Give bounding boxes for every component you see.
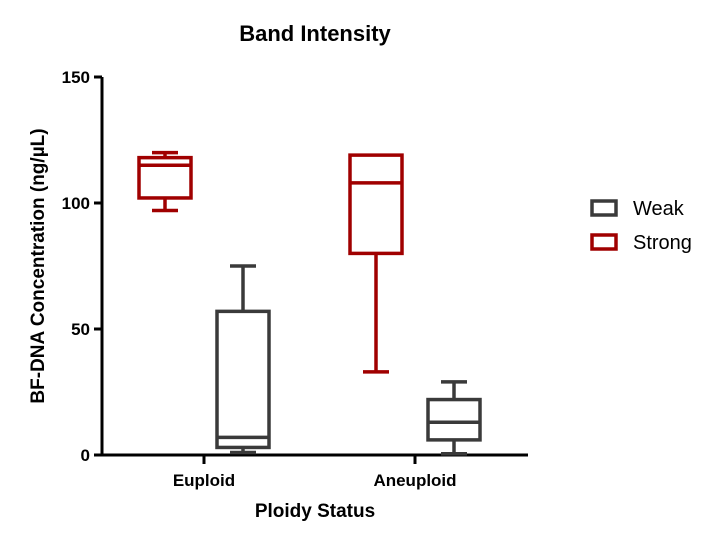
y-axis-title: BF-DNA Concentration (ng/µL) <box>28 128 49 403</box>
legend-label: Weak <box>633 198 685 220</box>
legend: Weak Strong <box>590 198 692 254</box>
x-axis-ticks: Euploid Aneuploid <box>173 455 457 490</box>
y-tick-label: 0 <box>81 446 90 465</box>
box-iqr <box>215 309 271 450</box>
y-tick-label: 50 <box>71 320 90 339</box>
legend-item-weak: Weak <box>590 198 685 220</box>
box-iqr <box>137 155 193 200</box>
legend-swatch <box>590 199 618 217</box>
legend-swatch <box>590 233 618 251</box>
strong-box-aneuploid <box>348 153 404 374</box>
x-tick-label: Aneuploid <box>373 471 456 490</box>
legend-label: Strong <box>633 232 692 254</box>
y-axis-ticks: 0 50 100 150 <box>62 68 102 465</box>
y-tick-label: 150 <box>62 68 90 87</box>
y-tick-label: 100 <box>62 194 90 213</box>
chart-title: Band Intensity <box>239 21 391 46</box>
box-iqr <box>348 153 404 256</box>
weak-box-aneuploid <box>426 380 482 456</box>
x-tick-label: Euploid <box>173 471 235 490</box>
legend-item-strong: Strong <box>590 232 692 254</box>
strong-box-euploid <box>137 150 193 213</box>
x-axis-title: Ploidy Status <box>255 501 375 522</box>
box-series <box>137 150 482 456</box>
weak-box-euploid <box>215 264 271 455</box>
box-iqr <box>426 397 482 442</box>
